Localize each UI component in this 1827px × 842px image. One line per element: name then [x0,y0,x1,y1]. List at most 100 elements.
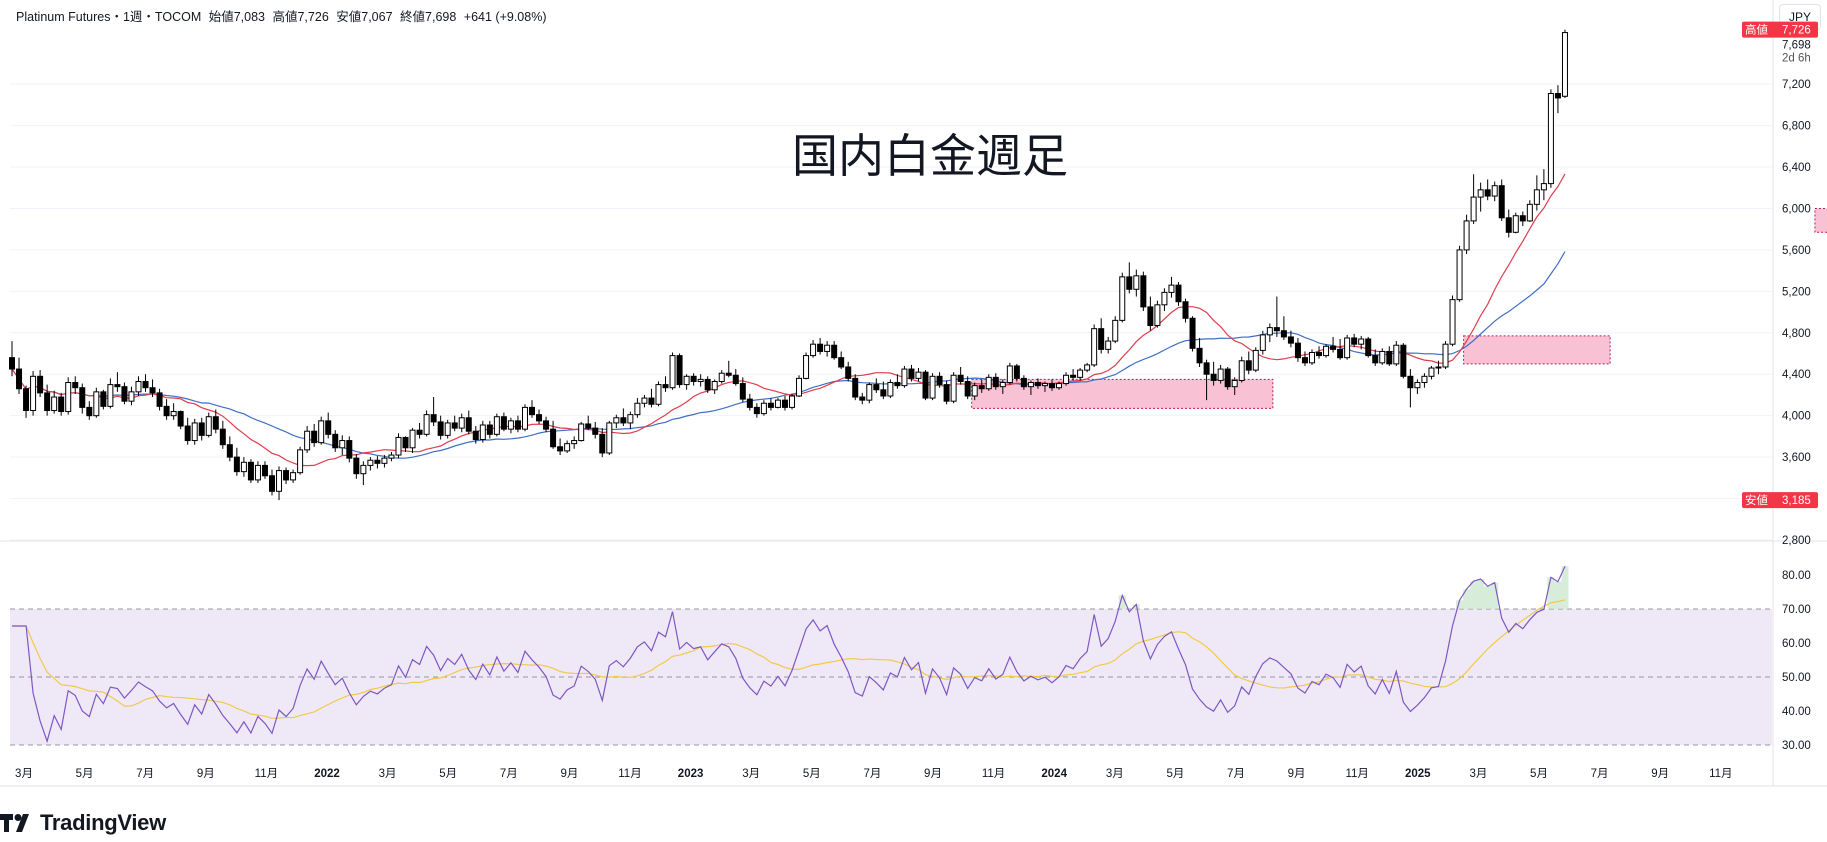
high-tag-value: 7,726 [1782,25,1811,37]
symbol-name[interactable]: Platinum Futures・1週・TOCOM [16,10,202,24]
candle [276,466,283,501]
candle [669,352,676,390]
candle-body [852,377,859,398]
grid-lines [10,83,1772,541]
candle [1266,323,1273,343]
candle [465,410,472,435]
price-tick-label: 6,000 [1782,203,1811,215]
high-value: 高値7,726 [272,10,329,24]
last-price-label: 7,698 [1782,40,1811,52]
candle-body [1379,350,1386,364]
time-tick-label: 11月 [255,768,278,780]
time-tick-label: 7月 [136,768,154,780]
candle [1428,365,1435,380]
candle-body [521,406,528,430]
candle [1316,346,1323,359]
candle [1358,335,1365,350]
candle-body [219,428,226,446]
tradingview-logo[interactable]: TradingView [0,810,166,836]
candle-body [360,464,367,475]
candle-body [58,396,65,413]
candle-body [1147,306,1154,327]
candle-body [1533,189,1540,205]
candle [592,421,599,439]
candle-body [732,374,739,385]
candle-body [1414,382,1421,389]
candle [451,415,458,432]
candle-body [760,402,767,415]
candle-body [170,411,177,417]
candle-body [922,371,929,399]
price-tick-label: 6,400 [1782,162,1811,174]
candle [114,372,121,392]
time-tick-label: 2023 [678,768,704,780]
candle [1224,366,1231,390]
candle [507,417,514,434]
candle-body [1316,351,1323,357]
open-value: 始値7,083 [208,10,265,24]
candle-body [311,430,318,444]
candle-body [1330,345,1337,350]
candle [1189,316,1196,352]
candle-body [1463,220,1470,251]
time-tick-label: 7月 [1591,768,1609,780]
candle [247,459,254,484]
candle [1400,343,1407,379]
candle-body [711,380,718,391]
candle-body [268,475,275,492]
candle-body [184,425,191,442]
candle [1393,341,1400,366]
candle [9,341,15,377]
candle-body [1287,336,1294,344]
price-tick-label: 4,800 [1782,328,1811,340]
candle [1126,262,1133,294]
time-tick-label: 11月 [1345,768,1368,780]
candle [873,378,880,393]
candle-body [908,368,915,379]
candle [381,455,388,468]
candle [810,340,817,358]
candle-body [479,424,486,441]
candle [557,438,564,456]
candle-body [817,343,824,352]
candle-body [606,422,613,454]
candle-body [318,420,325,444]
candle [781,395,788,411]
candle-body [283,470,290,481]
candle-body [1280,330,1287,338]
candle [72,376,79,394]
price-tick-label: 6,800 [1782,121,1811,133]
candle [901,365,908,388]
candle [936,372,943,388]
time-tick-label: 2024 [1041,768,1067,780]
candle [1273,296,1280,337]
candle-body [367,459,374,466]
candle [1554,85,1561,114]
candle-body [543,420,550,430]
candle [866,382,873,404]
candle [128,386,135,406]
candle-body [1175,284,1182,303]
candle-body [1449,299,1456,345]
candle-body [1154,304,1161,327]
candle [613,414,620,429]
candle-body [1470,196,1477,222]
candle-body [1301,357,1308,364]
candle [304,426,311,453]
candle-body [1077,369,1084,378]
candle-body [1442,343,1449,368]
candle-body [1498,185,1505,219]
ma-short-line [11,173,1566,467]
time-tick-label: 9月 [560,768,578,780]
candle [1330,336,1337,353]
candle [325,412,332,439]
rsi-tick-label: 50.00 [1782,672,1811,684]
candle [746,393,753,411]
ma-long-line [11,251,1566,459]
candle [1077,368,1084,381]
candle [1048,379,1055,391]
candle [852,374,859,401]
candle [803,352,810,380]
candle-body [585,423,592,429]
